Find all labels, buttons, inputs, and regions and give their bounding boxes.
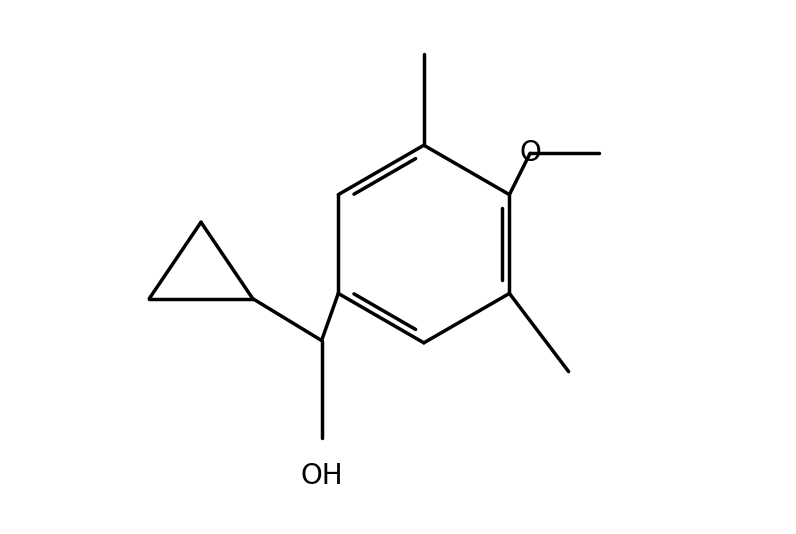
Text: O: O bbox=[519, 139, 541, 167]
Text: OH: OH bbox=[300, 462, 343, 490]
